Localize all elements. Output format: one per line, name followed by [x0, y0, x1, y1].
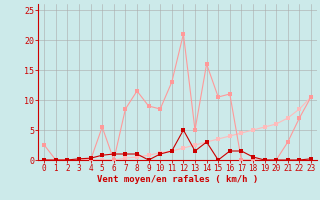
X-axis label: Vent moyen/en rafales ( km/h ): Vent moyen/en rafales ( km/h )	[97, 175, 258, 184]
